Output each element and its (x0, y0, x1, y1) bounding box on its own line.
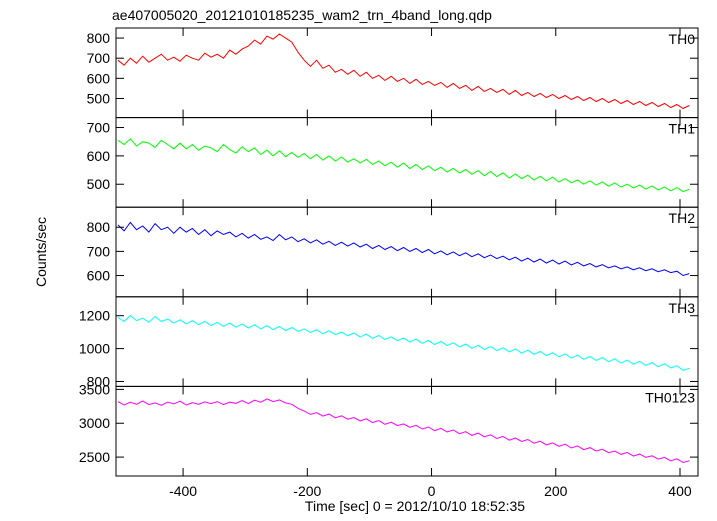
data-line (117, 398, 690, 464)
y-tick-label: 500 (87, 90, 111, 106)
x-tick-label: 200 (544, 483, 568, 499)
y-tick-label: 500 (87, 176, 111, 192)
y-tick-label: 800 (87, 219, 111, 235)
x-tick-label: 400 (668, 483, 692, 499)
y-tick-label: 800 (87, 30, 111, 46)
x-tick-label: 0 (428, 483, 436, 499)
y-tick-label: 800 (87, 373, 111, 389)
panel-frame (115, 206, 699, 298)
y-tick-label: 3500 (79, 381, 110, 397)
panel-frame (115, 296, 699, 387)
panel-label: TH0123 (645, 389, 695, 405)
panel-label: TH2 (669, 210, 696, 226)
x-axis-label: Time [sec] 0 = 2012/10/10 18:52:35 (305, 498, 525, 514)
x-tick-label: -400 (169, 483, 197, 499)
y-tick-label: 600 (87, 268, 111, 284)
y-tick-label: 700 (87, 120, 111, 136)
panel-label: TH0 (669, 31, 696, 47)
data-line (117, 221, 690, 277)
panel-frame (115, 385, 699, 477)
data-line (117, 315, 690, 371)
y-tick-label: 700 (87, 50, 111, 66)
y-tick-label: 600 (87, 148, 111, 164)
y-tick-label: 1000 (79, 341, 110, 357)
y-tick-label: 2500 (79, 449, 110, 465)
y-axis-label: Counts/sec (33, 217, 49, 287)
y-tick-label: 700 (87, 243, 111, 259)
data-line (117, 138, 690, 193)
y-tick-label: 1200 (79, 308, 110, 324)
data-line (117, 33, 690, 110)
panel-label: TH3 (669, 300, 696, 316)
panel-frame (115, 27, 699, 119)
x-tick-label: -200 (293, 483, 321, 499)
chart-title: ae407005020_20121010185235_wam2_trn_4ban… (112, 7, 492, 23)
panel-label: TH1 (669, 121, 696, 137)
y-tick-label: 600 (87, 70, 111, 86)
panel-frame (115, 117, 699, 208)
y-tick-label: 3000 (79, 415, 110, 431)
